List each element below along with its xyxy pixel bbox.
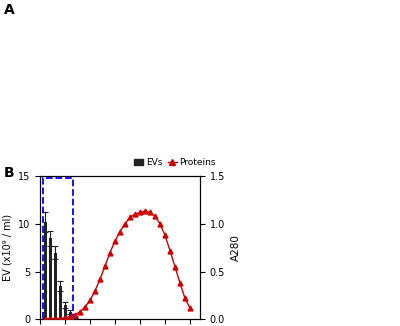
Bar	[54, 253, 56, 319]
Y-axis label: A280: A280	[231, 234, 241, 261]
Y-axis label: EV (x10⁹ / ml): EV (x10⁹ / ml)	[2, 214, 12, 281]
Text: A: A	[4, 3, 15, 17]
Bar	[44, 222, 46, 319]
Text: B: B	[4, 166, 15, 180]
Bar	[58, 286, 62, 319]
Bar	[68, 312, 72, 319]
Legend: EVs, Proteins: EVs, Proteins	[130, 155, 220, 171]
Bar	[74, 317, 76, 319]
Bar	[64, 305, 66, 319]
Bar	[48, 238, 52, 319]
